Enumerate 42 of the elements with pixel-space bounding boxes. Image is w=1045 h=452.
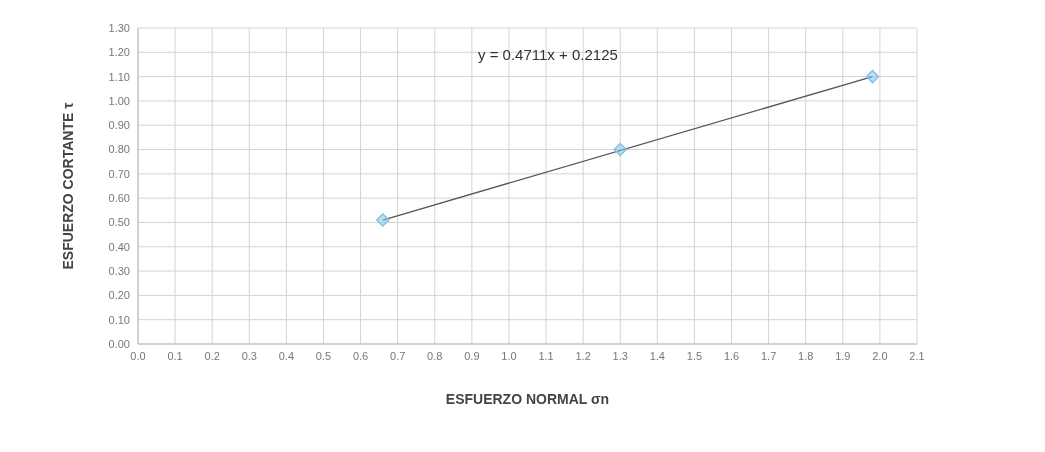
x-tick-label: 2.1	[909, 349, 925, 362]
x-tick-label: 0.2	[204, 349, 220, 362]
point	[613, 142, 627, 157]
point	[865, 69, 880, 84]
x-tick-label: 0.7	[390, 349, 406, 362]
x-tick-label: 0.8	[427, 349, 443, 362]
y-tick-label: 1.10	[108, 70, 130, 83]
x-tick-label: 0.3	[241, 349, 257, 362]
x-tick-label: 1.5	[686, 349, 703, 362]
y-tick-label: 0.00	[108, 337, 130, 350]
x-tick-label: 0.4	[278, 349, 295, 362]
x-tick-label: 2.0	[872, 349, 888, 362]
y-tick-label: 1.20	[108, 46, 130, 59]
y-tick-label: 1.30	[108, 21, 130, 34]
x-tick-label: 0.1	[167, 349, 183, 362]
y-tick-label: 0.80	[108, 143, 130, 156]
x-tick-label: 1.4	[649, 349, 665, 362]
y-axis-title: ESFUERZO CORTANTE τ	[59, 101, 76, 270]
x-tick-label: 0.9	[464, 349, 480, 362]
y-tick-label: 0.60	[108, 192, 130, 205]
x-tick-label: 0.0	[130, 349, 146, 362]
x-tick-label: 1.8	[798, 349, 814, 362]
y-tick-label: 0.20	[108, 289, 130, 302]
x-tick-label: 1.9	[835, 349, 851, 362]
x-axis-title: ESFUERZO NORMAL σn	[445, 391, 610, 407]
x-tick-label: 1.1	[538, 349, 554, 362]
point	[376, 213, 390, 227]
x-tick-label: 0.6	[352, 349, 369, 362]
y-tick-label: 0.40	[108, 240, 130, 253]
x-tick-label: 1.6	[723, 349, 740, 362]
x-tick-label: 1.3	[612, 349, 628, 362]
y-tick-label: 0.10	[108, 313, 130, 326]
x-tick-label: 1.0	[501, 349, 517, 362]
y-tick-label: 0.70	[108, 167, 130, 180]
x-tick-label: 1.2	[575, 349, 591, 362]
y-tick-label: 0.90	[108, 119, 130, 132]
y-tick-label: 0.30	[108, 264, 130, 277]
y-tick-label: 0.50	[108, 216, 130, 229]
y-tick-label: 1.00	[108, 94, 130, 107]
x-tick-label: 0.5	[315, 349, 332, 362]
x-tick-label: 1.7	[760, 349, 777, 362]
annotation: y = 0.4711x + 0.2125	[478, 46, 618, 63]
